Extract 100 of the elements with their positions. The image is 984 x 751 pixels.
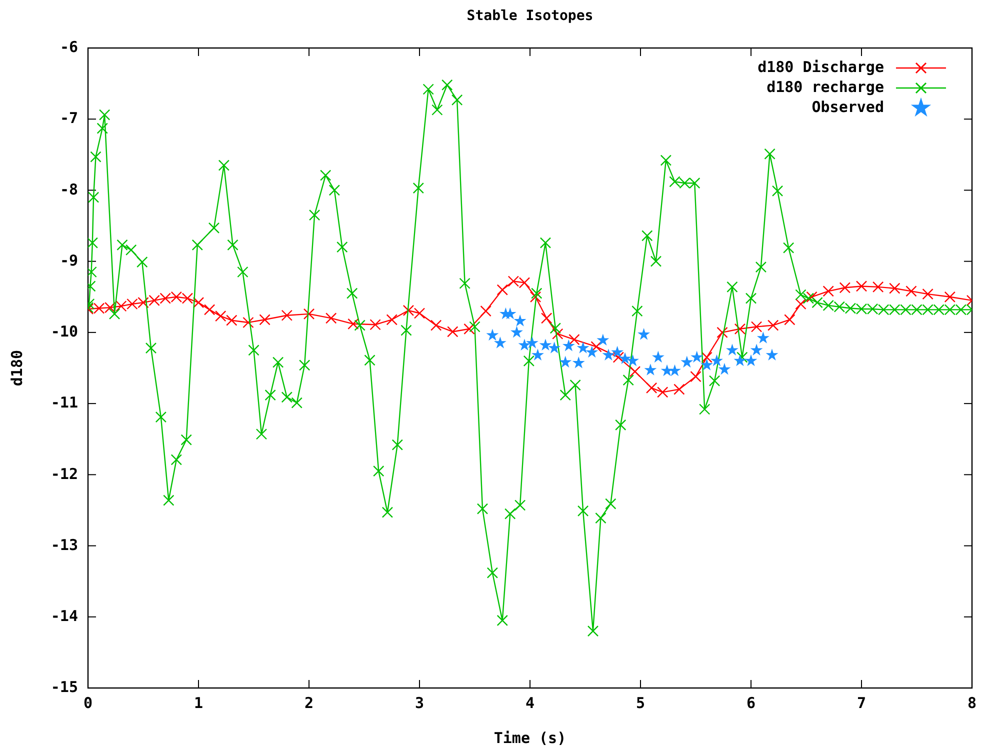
point (612, 352, 624, 363)
point (646, 382, 658, 394)
point (682, 356, 692, 367)
point (573, 357, 584, 368)
point (370, 319, 381, 330)
point (204, 304, 216, 316)
point (242, 316, 254, 328)
point (751, 344, 762, 355)
point (590, 341, 602, 352)
point (726, 344, 738, 355)
point (487, 330, 498, 340)
point (669, 365, 680, 376)
point (627, 355, 638, 366)
point (795, 298, 806, 310)
point (598, 334, 608, 345)
point (629, 366, 641, 378)
point (348, 318, 359, 330)
point (620, 353, 630, 364)
x-tick-label: 3 (414, 694, 424, 712)
point (822, 286, 834, 297)
y-tick-label: -9 (60, 251, 78, 270)
point (552, 328, 564, 340)
point (856, 280, 868, 292)
point (386, 314, 398, 326)
point (662, 365, 672, 376)
y-tick-label: -13 (50, 536, 78, 554)
point (560, 356, 571, 367)
point (303, 308, 315, 320)
y-tick-label: -14 (50, 606, 78, 625)
x-axis-title: Time (s) (494, 729, 566, 747)
point (578, 342, 588, 353)
legend-label: d180 recharge (766, 78, 884, 96)
point (652, 352, 664, 362)
point (215, 310, 226, 322)
x-tick-label: 7 (856, 694, 866, 712)
y-tick-label: -8 (60, 180, 78, 198)
point (530, 291, 542, 302)
legend-label: Observed (812, 98, 884, 116)
point (519, 340, 530, 350)
y-tick-label: -10 (50, 322, 78, 341)
point (711, 355, 722, 366)
point (746, 355, 756, 366)
point (430, 320, 442, 331)
point (889, 282, 900, 294)
point (540, 312, 552, 324)
y-tick-label: -6 (60, 38, 78, 56)
point (447, 326, 458, 338)
y-tick-label: -12 (50, 464, 78, 483)
point (734, 323, 746, 334)
point (526, 337, 538, 348)
point (758, 332, 769, 343)
x-tick-label: 1 (194, 694, 204, 712)
point (691, 352, 702, 362)
x-tick-label: 0 (83, 694, 93, 712)
x-tick-label: 6 (746, 694, 756, 712)
x-tick-label: 4 (525, 694, 535, 712)
point (548, 342, 560, 353)
x-tick-label: 5 (636, 694, 646, 712)
point (766, 350, 778, 360)
point (872, 281, 884, 293)
point (690, 370, 702, 382)
point (226, 314, 238, 326)
point (540, 340, 551, 350)
point (496, 284, 508, 296)
point (532, 350, 544, 360)
y-tick-label: -11 (50, 394, 78, 412)
point (511, 326, 522, 338)
point (480, 306, 492, 317)
chart-title: Stable Isotopes (466, 8, 594, 24)
point (504, 308, 516, 319)
point (645, 364, 656, 375)
point (586, 346, 598, 357)
point (326, 312, 337, 324)
point (701, 352, 712, 363)
point (638, 328, 650, 340)
x-tick-label: 2 (304, 694, 314, 712)
point (281, 310, 292, 321)
point (906, 286, 917, 297)
y-axis-title: d180 (8, 350, 26, 386)
point (494, 337, 506, 348)
point (944, 291, 956, 302)
point (514, 315, 526, 326)
point (750, 321, 762, 332)
point (719, 364, 730, 374)
point (784, 314, 796, 326)
point (657, 386, 668, 398)
point (603, 350, 614, 360)
point (674, 384, 685, 395)
point (839, 282, 851, 294)
point (701, 360, 712, 370)
point (464, 323, 475, 334)
point (563, 340, 574, 351)
y-tick-label: -7 (60, 109, 78, 128)
point (716, 326, 728, 338)
legend-label: d180 Discharge (758, 58, 884, 76)
y-tick-label: -15 (50, 678, 78, 696)
point (192, 296, 204, 308)
point (568, 334, 580, 346)
point (734, 355, 746, 366)
point (922, 288, 934, 300)
